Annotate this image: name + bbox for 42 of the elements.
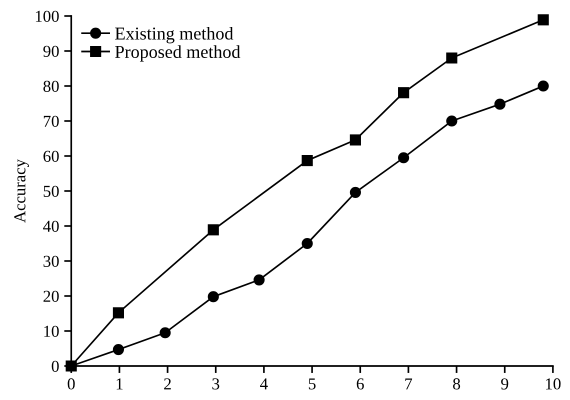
point — [160, 327, 171, 338]
y-tick-label: 50 — [44, 186, 59, 197]
x-tick-label: 2 — [164, 378, 171, 390]
x-tick-label: 1 — [116, 378, 123, 390]
point — [208, 224, 219, 236]
point — [112, 307, 124, 318]
x-tick-label: 4 — [260, 378, 268, 390]
y-tick-label: 20 — [44, 290, 59, 302]
y-tick-label: 0 — [52, 360, 59, 372]
point — [254, 274, 265, 286]
point — [446, 115, 458, 127]
point — [350, 186, 361, 198]
point — [302, 154, 313, 166]
x-tick-label: 0 — [68, 378, 75, 390]
point — [446, 52, 458, 64]
point — [494, 98, 506, 110]
point — [208, 291, 219, 302]
y-tick-label: 100 — [36, 10, 59, 22]
y-axis-title: Accuracy — [14, 159, 29, 223]
point — [302, 238, 313, 250]
point — [398, 87, 410, 98]
legend-label: Proposed method — [115, 45, 240, 62]
y-tick-label: 70 — [44, 116, 59, 127]
legend-label: Existing method — [115, 26, 234, 44]
point — [398, 152, 410, 164]
y-tick-label: 10 — [44, 326, 59, 337]
x-tick-label: 7 — [405, 378, 412, 390]
x-tick-label: 10 — [546, 378, 561, 390]
point — [538, 14, 549, 26]
x-tick-label: 6 — [356, 378, 364, 390]
x-tick-label: 9 — [501, 378, 508, 390]
x-tick-label: 3 — [212, 378, 220, 390]
y-tick-label: 80 — [43, 80, 59, 92]
point — [350, 134, 361, 146]
y-tick-label: 40 — [43, 220, 59, 232]
y-tick-label: 90 — [43, 46, 59, 57]
y-tick-label: 60 — [43, 150, 59, 162]
x-tick-label: 5 — [308, 378, 316, 390]
point — [112, 344, 124, 356]
y-tick-label: 30 — [44, 256, 59, 267]
point — [538, 80, 549, 92]
x-tick-label: 8 — [453, 378, 460, 390]
